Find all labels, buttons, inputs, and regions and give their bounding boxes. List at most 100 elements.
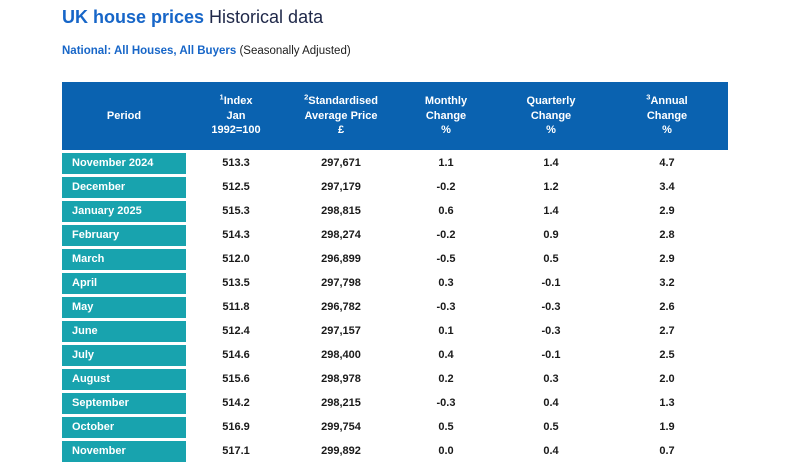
monthly-cell: -0.2 [436, 229, 456, 241]
period-label: February [62, 225, 186, 246]
period-label: January 2025 [62, 201, 186, 222]
index-cell: 515.6 [222, 373, 250, 385]
monthly-cell: -0.5 [436, 253, 456, 265]
table-row: March 512.0 296,899 -0.5 0.5 2.9 [62, 246, 728, 270]
period-cell: March [62, 246, 186, 270]
index-cell: 512.4 [222, 325, 250, 337]
annual-cell: 2.7 [659, 325, 675, 337]
index-cell: 517.1 [222, 445, 250, 457]
annual-cell: 4.7 [659, 157, 675, 169]
house-prices-table: Period 1Index Jan 1992=100 2Standardised Aver… [62, 82, 728, 462]
period-cell: September [62, 390, 186, 414]
table-row: May 511.8 296,782 -0.3 -0.3 2.6 [62, 294, 728, 318]
quarterly-cell: 0.5 [543, 253, 559, 265]
price-cell: 298,215 [321, 397, 361, 409]
annual-cell: 1.3 [659, 397, 675, 409]
price-cell: 297,157 [321, 325, 361, 337]
monthly-cell: 1.1 [438, 157, 454, 169]
column-header-annual: 3Annual Change% [606, 82, 728, 150]
annual-cell: 0.7 [659, 445, 675, 457]
period-label: November [62, 441, 186, 462]
annual-cell: 2.0 [659, 373, 675, 385]
index-cell: 514.2 [222, 397, 250, 409]
quarterly-cell: 0.9 [543, 229, 559, 241]
index-cell: 514.6 [222, 349, 250, 361]
period-label: May [62, 297, 186, 318]
quarterly-cell: -0.1 [541, 277, 561, 289]
quarterly-cell: 0.3 [543, 373, 559, 385]
period-cell: October [62, 414, 186, 438]
annual-cell: 2.8 [659, 229, 675, 241]
subtitle-adjustment: (Seasonally Adjusted) [236, 45, 351, 57]
page-title-primary: UK house prices [62, 7, 205, 27]
table-row: September 514.2 298,215 -0.3 0.4 1.3 [62, 390, 728, 414]
column-header-monthly: Monthly Change% [396, 82, 496, 150]
page-title: UK house prices Historical data [62, 6, 323, 29]
period-label: December [62, 177, 186, 198]
quarterly-cell: 0.4 [543, 445, 559, 457]
column-header-index: 1Index Jan 1992=100 [186, 82, 286, 150]
quarterly-cell: 0.4 [543, 397, 559, 409]
monthly-cell: 0.5 [438, 421, 454, 433]
subtitle-series: National: All Houses, All Buyers [62, 45, 237, 57]
period-label: September [62, 393, 186, 414]
quarterly-cell: 0.5 [543, 421, 559, 433]
table-row: June 512.4 297,157 0.1 -0.3 2.7 [62, 318, 728, 342]
price-cell: 297,798 [321, 277, 361, 289]
table-row: December 512.5 297,179 -0.2 1.2 3.4 [62, 174, 728, 198]
table-row: August 515.6 298,978 0.2 0.3 2.0 [62, 366, 728, 390]
price-cell: 298,274 [321, 229, 361, 241]
page-title-secondary: Historical data [204, 7, 324, 27]
price-cell: 296,782 [321, 301, 361, 313]
period-label: July [62, 345, 186, 366]
table-row: January 2025 515.3 298,815 0.6 1.4 2.9 [62, 198, 728, 222]
annual-cell: 3.2 [659, 277, 675, 289]
index-cell: 514.3 [222, 229, 250, 241]
column-header-quarterly: Quarterly Change% [496, 82, 606, 150]
period-cell: November [62, 438, 186, 462]
quarterly-cell: -0.3 [541, 301, 561, 313]
quarterly-cell: 1.4 [543, 157, 559, 169]
table-row: November 517.1 299,892 0.0 0.4 0.7 [62, 438, 728, 462]
period-label: November 2024 [62, 153, 186, 174]
monthly-cell: 0.6 [438, 205, 454, 217]
table-row: April 513.5 297,798 0.3 -0.1 3.2 [62, 270, 728, 294]
index-cell: 511.8 [222, 301, 250, 313]
monthly-cell: 0.0 [438, 445, 454, 457]
table-row: February 514.3 298,274 -0.2 0.9 2.8 [62, 222, 728, 246]
quarterly-cell: -0.3 [541, 325, 561, 337]
price-cell: 296,899 [321, 253, 361, 265]
index-cell: 512.0 [222, 253, 250, 265]
table-row: November 2024 513.3 297,671 1.1 1.4 4.7 [62, 150, 728, 174]
period-cell: November 2024 [62, 150, 186, 174]
period-label: April [62, 273, 186, 294]
column-header-period: Period [62, 82, 186, 150]
period-label: August [62, 369, 186, 390]
price-cell: 298,400 [321, 349, 361, 361]
quarterly-cell: 1.2 [543, 181, 559, 193]
period-cell: June [62, 318, 186, 342]
table-header-row: Period 1Index Jan 1992=100 2Standardised Aver… [62, 82, 728, 150]
annual-cell: 1.9 [659, 421, 675, 433]
monthly-cell: -0.2 [436, 181, 456, 193]
monthly-cell: 0.2 [438, 373, 454, 385]
period-cell: August [62, 366, 186, 390]
annual-cell: 2.9 [659, 205, 675, 217]
index-cell: 516.9 [222, 421, 250, 433]
column-header-price: 2Standardised Average Price £ [286, 82, 396, 150]
index-cell: 515.3 [222, 205, 250, 217]
price-cell: 297,179 [321, 181, 361, 193]
price-cell: 299,892 [321, 445, 361, 457]
monthly-cell: 0.3 [438, 277, 454, 289]
price-cell: 297,671 [321, 157, 361, 169]
index-cell: 512.5 [222, 181, 250, 193]
table-row: July 514.6 298,400 0.4 -0.1 2.5 [62, 342, 728, 366]
period-cell: May [62, 294, 186, 318]
annual-cell: 2.5 [659, 349, 675, 361]
price-cell: 298,815 [321, 205, 361, 217]
index-cell: 513.5 [222, 277, 250, 289]
period-label: March [62, 249, 186, 270]
table-row: October 516.9 299,754 0.5 0.5 1.9 [62, 414, 728, 438]
annual-cell: 3.4 [659, 181, 675, 193]
period-cell: January 2025 [62, 198, 186, 222]
